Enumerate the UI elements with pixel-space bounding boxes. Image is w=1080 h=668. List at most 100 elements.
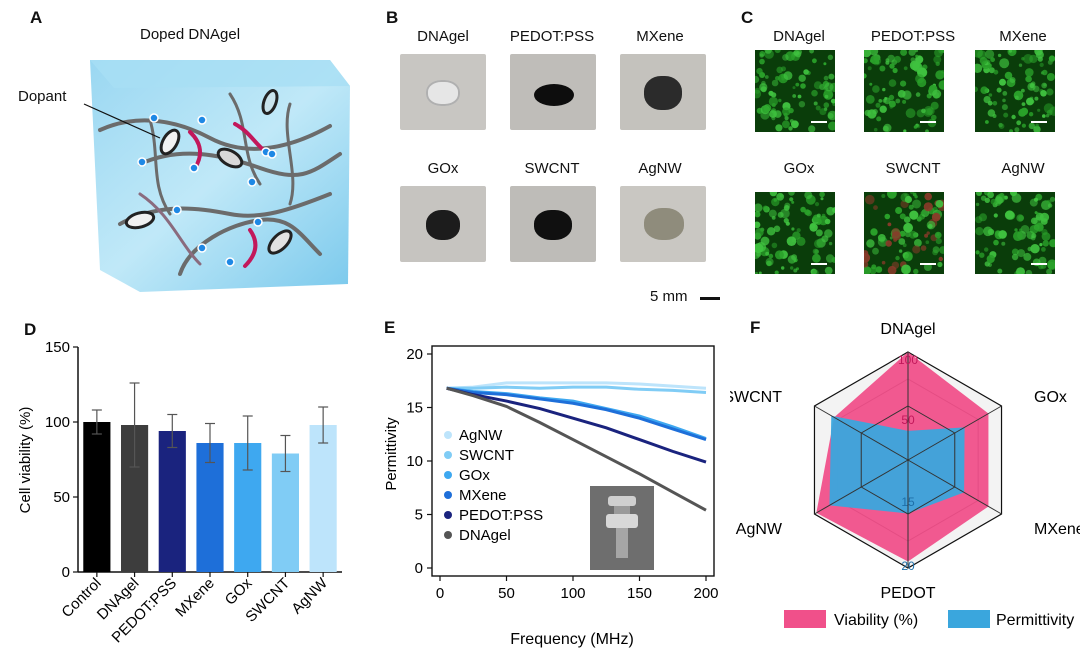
cell-speck <box>870 50 875 54</box>
cell-speck <box>1046 88 1054 96</box>
cell-speck <box>913 125 918 129</box>
micro-texture <box>755 192 835 274</box>
cell-speck <box>903 216 911 223</box>
cell-speck <box>939 246 944 254</box>
cell-speck <box>983 96 991 104</box>
cell-speck <box>784 202 791 209</box>
cell-speck <box>875 102 881 108</box>
d-xtick-label: AgNW <box>288 574 331 617</box>
cell-speck <box>809 223 816 229</box>
cell-speck <box>795 82 800 87</box>
cell-speck <box>773 225 781 233</box>
cell-speck <box>884 213 891 220</box>
cell-speck <box>1011 253 1019 261</box>
f-ring-label-viability: 50 <box>901 413 915 427</box>
cell-speck <box>762 105 770 113</box>
cell-speck <box>831 257 835 263</box>
cell-speck <box>985 50 995 59</box>
micro-texture <box>864 192 944 274</box>
cell-speck <box>895 207 903 214</box>
d-xtick-label: MXene <box>172 575 218 621</box>
cell-speck <box>796 228 801 233</box>
hydrogel-schematic <box>83 60 350 292</box>
cell-speck <box>784 116 789 121</box>
cell-speck <box>789 197 794 202</box>
panel-a-title: Doped DNAgel <box>140 26 241 43</box>
cell-speck <box>827 54 834 60</box>
cell-speck <box>865 95 875 104</box>
hydrogel-cube <box>90 60 350 292</box>
cell-speck <box>765 257 774 266</box>
cell-speck <box>875 266 883 273</box>
cell-speck <box>1033 125 1041 132</box>
cell-speck <box>988 67 995 74</box>
cell-speck <box>790 266 794 270</box>
cell-speck <box>975 63 983 73</box>
scale-bar-label: 5 mm <box>650 288 688 305</box>
cell-speck <box>1018 215 1025 221</box>
cell-speck <box>1011 50 1016 53</box>
cell-speck <box>924 233 929 238</box>
cell-speck <box>979 56 988 65</box>
f-legend-label: Permittivity <box>996 612 1074 629</box>
micro-swcnt <box>864 192 944 274</box>
photo-pedot <box>510 54 596 130</box>
cell-speck <box>889 63 895 69</box>
cell-speck <box>1016 120 1022 126</box>
cell-speck <box>888 94 895 101</box>
cell-speck <box>1003 112 1009 118</box>
cell-speck <box>760 236 770 246</box>
cell-speck <box>824 229 833 238</box>
cell-speck <box>872 56 882 66</box>
cell-speck <box>1030 244 1040 254</box>
cell-speck <box>903 66 908 71</box>
cell-speck <box>803 69 809 75</box>
d-bar <box>196 443 224 572</box>
cell-speck <box>755 243 764 254</box>
e-ytick-label: 5 <box>415 507 423 524</box>
e-series-line <box>446 386 707 464</box>
photo-label-agnw: AgNW <box>638 160 682 177</box>
cell-speck <box>776 192 785 201</box>
e-ytick-label: 15 <box>406 400 423 417</box>
e-ytick-label: 0 <box>415 560 423 577</box>
radar-chart: DNAgel GOx MXene PEDOT AgNW SWCNT 50 100 15 20 Via… <box>730 322 1080 629</box>
d-bar <box>309 425 337 572</box>
cell-speck <box>1046 268 1053 274</box>
cell-speck <box>986 254 995 264</box>
cell-speck <box>1009 77 1016 83</box>
cell-speck <box>909 210 919 220</box>
cell-speck <box>889 105 893 109</box>
cell-speck <box>768 90 774 96</box>
cell-speck <box>800 83 806 89</box>
micro-texture <box>975 192 1055 274</box>
cell-speck <box>816 213 821 218</box>
cell-speck <box>768 209 777 218</box>
e-xtick-label: 200 <box>693 585 718 602</box>
cell-speck <box>1030 217 1038 225</box>
photo-dnagel <box>400 54 486 130</box>
e-series-line <box>446 381 707 390</box>
e-ylabel: Permittivity <box>383 417 400 491</box>
cell-speck <box>1021 102 1026 106</box>
scale-bar <box>700 297 720 300</box>
cell-speck <box>988 93 993 97</box>
cell-speck <box>864 250 869 257</box>
cell-speck <box>908 204 914 210</box>
e-series-line <box>446 386 707 512</box>
cell-speck <box>755 211 761 218</box>
cell-speck <box>828 121 835 131</box>
cell-speck <box>887 222 892 227</box>
micro-label-gox: GOx <box>783 160 815 177</box>
cell-speck <box>1009 129 1013 132</box>
cell-speck <box>778 98 782 103</box>
photo-label-gox: GOx <box>427 160 459 177</box>
cell-speck <box>913 268 919 274</box>
cell-speck <box>771 197 780 207</box>
cell-speck <box>1003 195 1008 200</box>
cell-speck <box>1030 81 1036 86</box>
d-ylabel: Cell viability (%) <box>17 407 34 514</box>
cell-speck <box>1011 114 1016 120</box>
cell-speck <box>774 250 784 260</box>
